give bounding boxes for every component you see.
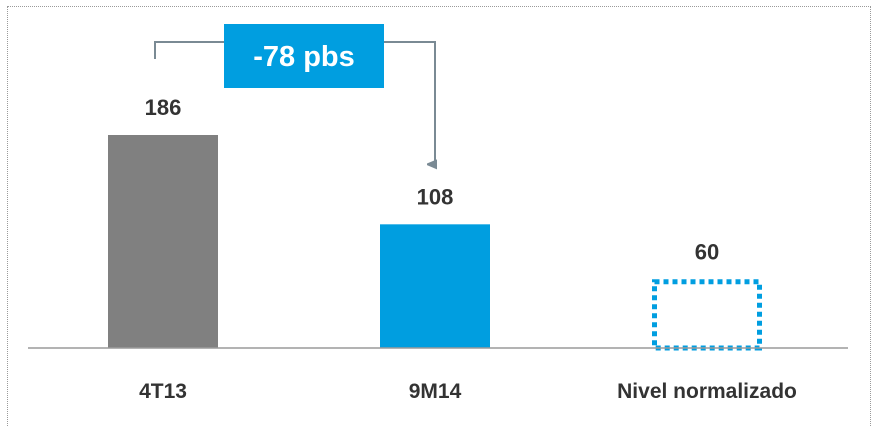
value-label: 186 <box>145 95 182 120</box>
category-label: 4T13 <box>139 380 187 403</box>
category-label: Nivel normalizado <box>617 380 797 403</box>
change-badge-label: -78 pbs <box>253 41 355 73</box>
bar-9m14 <box>380 224 490 348</box>
bar-4t13 <box>108 135 218 348</box>
bar-nivel-normalizado <box>652 279 762 351</box>
chart-frame <box>7 6 871 426</box>
value-label: 60 <box>695 239 719 264</box>
value-label: 108 <box>417 184 454 209</box>
category-label: 9M14 <box>409 380 462 403</box>
change-badge <box>224 24 384 88</box>
